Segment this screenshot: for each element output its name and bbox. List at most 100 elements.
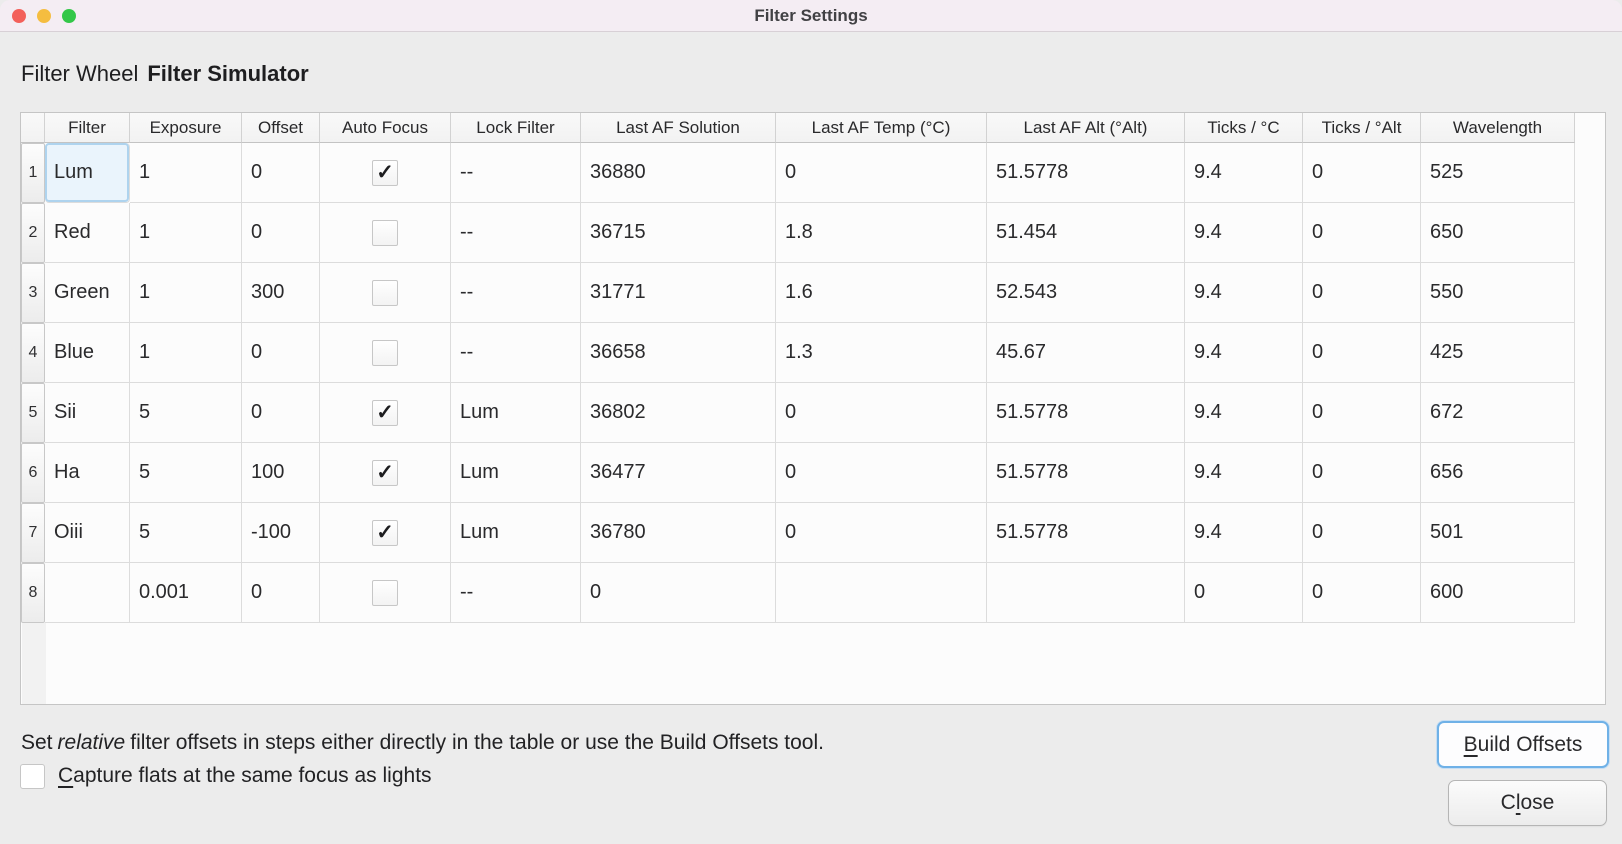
cell-filter[interactable]: Ha	[45, 443, 130, 503]
column-header-exposure[interactable]: Exposure	[130, 113, 242, 143]
cell-exposure[interactable]: 5	[130, 383, 242, 443]
minimize-window-icon[interactable]	[37, 9, 51, 23]
row-header-6[interactable]: 6	[21, 443, 45, 503]
cell-last_af_temp: 0	[776, 143, 987, 203]
cell-offset[interactable]: 0	[242, 143, 320, 203]
auto-focus-checkbox[interactable]	[372, 279, 398, 306]
cell-filter[interactable]: Red	[45, 203, 130, 263]
cell-spacer	[1575, 323, 1604, 383]
cell-last_af_alt: 51.5778	[987, 383, 1185, 443]
cell-lock_filter[interactable]: --	[451, 203, 581, 263]
cell-filter[interactable]: Sii	[45, 383, 130, 443]
cell-filter[interactable]: Green	[45, 263, 130, 323]
cell-auto_focus[interactable]: ✓	[320, 143, 451, 203]
cell-last_af_solution: 31771	[581, 263, 776, 323]
cell-ticks_alt: 0	[1303, 383, 1421, 443]
auto-focus-checkbox[interactable]	[372, 339, 398, 366]
column-header-filter[interactable]: Filter	[45, 113, 130, 143]
cell-lock_filter[interactable]: Lum	[451, 383, 581, 443]
cell-auto_focus[interactable]: ✓	[320, 443, 451, 503]
auto-focus-checkbox[interactable]	[372, 219, 398, 246]
cell-auto_focus[interactable]: ✓	[320, 503, 451, 563]
column-header-offset[interactable]: Offset	[242, 113, 320, 143]
cell-exposure[interactable]: 1	[130, 203, 242, 263]
cell-last_af_alt: 51.454	[987, 203, 1185, 263]
cell-offset[interactable]: 300	[242, 263, 320, 323]
cell-lock_filter[interactable]: Lum	[451, 443, 581, 503]
column-header-ticks_c[interactable]: Ticks / °C	[1185, 113, 1303, 143]
cell-offset[interactable]: -100	[242, 503, 320, 563]
cell-lock_filter[interactable]: --	[451, 263, 581, 323]
cell-ticks_c: 9.4	[1185, 443, 1303, 503]
cell-wavelength[interactable]: 525	[1421, 143, 1575, 203]
cell-wavelength[interactable]: 650	[1421, 203, 1575, 263]
cell-last_af_solution: 36477	[581, 443, 776, 503]
cell-exposure[interactable]: 5	[130, 503, 242, 563]
row-header-5[interactable]: 5	[21, 383, 45, 443]
cell-wavelength[interactable]: 550	[1421, 263, 1575, 323]
cell-auto_focus[interactable]	[320, 203, 451, 263]
cell-wavelength[interactable]: 656	[1421, 443, 1575, 503]
cell-wavelength[interactable]: 672	[1421, 383, 1575, 443]
cell-lock_filter[interactable]: Lum	[451, 503, 581, 563]
cell-lock_filter[interactable]: --	[451, 143, 581, 203]
table-row: 2 Red 1 0 -- 36715 1.8 51.454 9.4 0 650	[21, 203, 1604, 263]
close-window-icon[interactable]	[12, 9, 26, 23]
auto-focus-checkbox[interactable]: ✓	[372, 159, 398, 186]
filter-wheel-heading: Filter Wheel Filter Simulator	[21, 61, 309, 87]
column-header-last_af_solution[interactable]: Last AF Solution	[581, 113, 776, 143]
column-header-ticks_alt[interactable]: Ticks / °Alt	[1303, 113, 1421, 143]
auto-focus-checkbox[interactable]: ✓	[372, 519, 398, 546]
cell-offset[interactable]: 0	[242, 563, 320, 623]
cell-auto_focus[interactable]: ✓	[320, 383, 451, 443]
cell-spacer	[1575, 383, 1604, 443]
column-header-last_af_temp[interactable]: Last AF Temp (°C)	[776, 113, 987, 143]
row-header-7[interactable]: 7	[21, 503, 45, 563]
cell-offset[interactable]: 0	[242, 383, 320, 443]
row-header-8[interactable]: 8	[21, 563, 45, 623]
row-header-1[interactable]: 1	[21, 143, 45, 203]
cell-offset[interactable]: 0	[242, 203, 320, 263]
cell-exposure[interactable]: 1	[130, 143, 242, 203]
auto-focus-checkbox[interactable]	[372, 579, 398, 606]
cell-ticks_alt: 0	[1303, 443, 1421, 503]
titlebar[interactable]: Filter Settings	[0, 0, 1622, 32]
cell-lock_filter[interactable]: --	[451, 323, 581, 383]
cell-auto_focus[interactable]	[320, 263, 451, 323]
cell-wavelength[interactable]: 501	[1421, 503, 1575, 563]
cell-exposure[interactable]: 5	[130, 443, 242, 503]
zoom-window-icon[interactable]	[62, 9, 76, 23]
column-header-lock_filter[interactable]: Lock Filter	[451, 113, 581, 143]
column-header-last_af_alt[interactable]: Last AF Alt (°Alt)	[987, 113, 1185, 143]
cell-auto_focus[interactable]	[320, 323, 451, 383]
cell-exposure[interactable]: 1	[130, 263, 242, 323]
traffic-lights	[12, 9, 76, 23]
row-header-4[interactable]: 4	[21, 323, 45, 383]
cell-last_af_alt: 52.543	[987, 263, 1185, 323]
cell-filter[interactable]: Blue	[45, 323, 130, 383]
row-header-3[interactable]: 3	[21, 263, 45, 323]
filter-wheel-name: Filter Simulator	[147, 61, 309, 86]
auto-focus-checkbox[interactable]: ✓	[372, 459, 398, 486]
cell-ticks_c: 9.4	[1185, 263, 1303, 323]
column-header-wavelength[interactable]: Wavelength	[1421, 113, 1575, 143]
column-header-auto_focus[interactable]: Auto Focus	[320, 113, 451, 143]
cell-lock_filter[interactable]: --	[451, 563, 581, 623]
row-header-gutter	[22, 623, 46, 704]
cell-filter[interactable]	[45, 563, 130, 623]
cell-filter[interactable]: Oiii	[45, 503, 130, 563]
cell-offset[interactable]: 0	[242, 323, 320, 383]
auto-focus-checkbox[interactable]: ✓	[372, 399, 398, 426]
cell-exposure[interactable]: 0.001	[130, 563, 242, 623]
cell-ticks_c: 9.4	[1185, 143, 1303, 203]
cell-auto_focus[interactable]	[320, 563, 451, 623]
cell-wavelength[interactable]: 425	[1421, 323, 1575, 383]
cell-offset[interactable]: 100	[242, 443, 320, 503]
cell-filter[interactable]: Lum	[45, 143, 130, 203]
cell-exposure[interactable]: 1	[130, 323, 242, 383]
row-header-2[interactable]: 2	[21, 203, 45, 263]
cell-wavelength[interactable]: 600	[1421, 563, 1575, 623]
capture-flats-checkbox[interactable]	[20, 763, 45, 789]
